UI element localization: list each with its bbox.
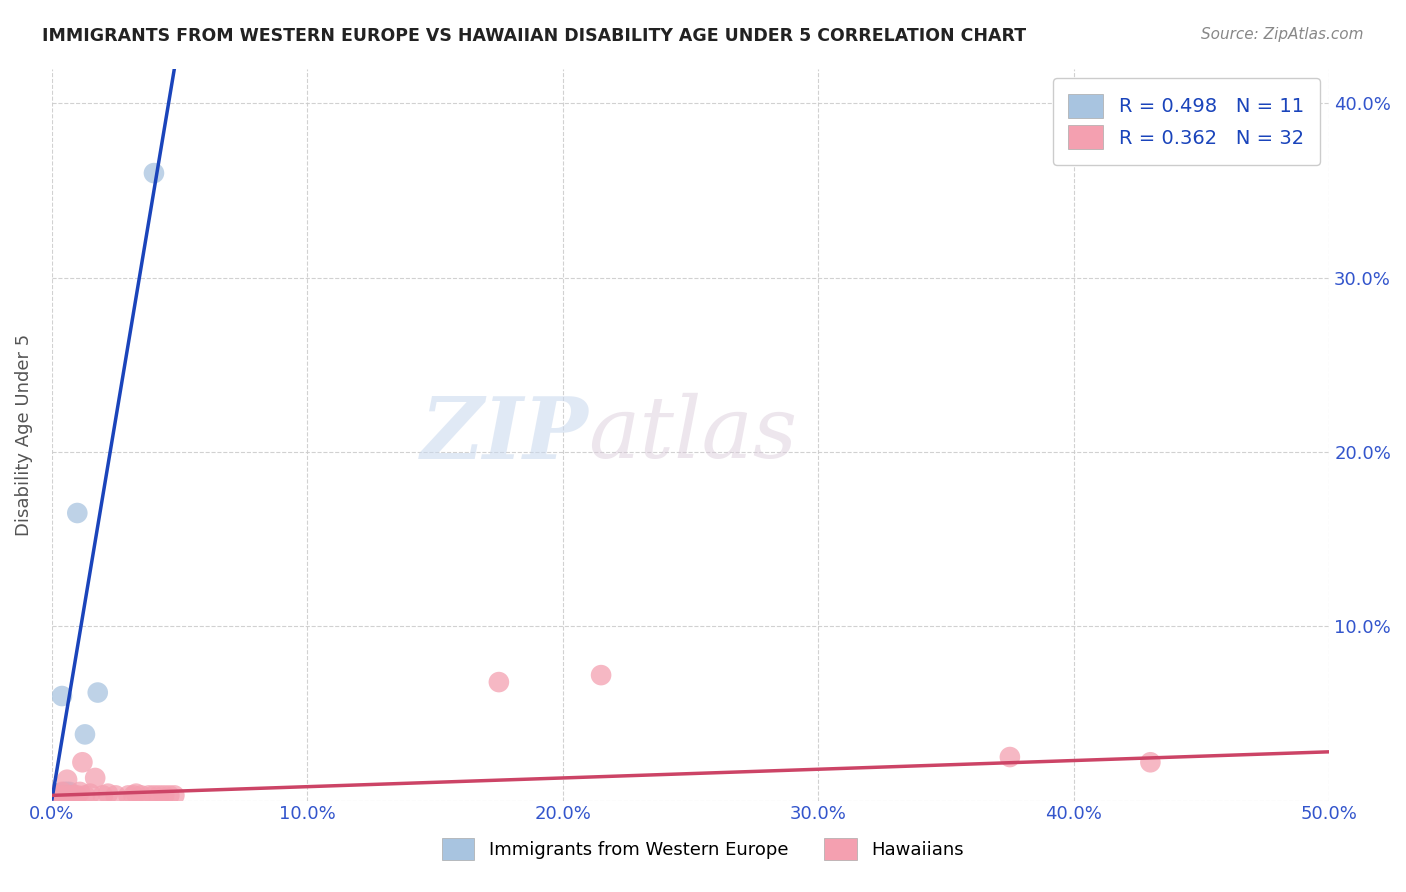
Point <box>998 750 1021 764</box>
Point <box>142 789 165 803</box>
Point <box>48 789 70 803</box>
Point <box>66 789 89 803</box>
Point <box>66 506 89 520</box>
Point <box>488 675 510 690</box>
Point <box>56 772 79 787</box>
Point <box>163 789 186 803</box>
Point <box>51 689 73 703</box>
Point <box>72 756 94 770</box>
Point <box>117 789 139 803</box>
Point <box>53 789 76 803</box>
Point <box>53 785 76 799</box>
Point <box>87 685 110 699</box>
Legend: Immigrants from Western Europe, Hawaiians: Immigrants from Western Europe, Hawaiian… <box>427 823 979 874</box>
Point <box>148 789 170 803</box>
Point <box>69 785 91 799</box>
Point <box>157 789 180 803</box>
Point <box>79 787 101 801</box>
Point <box>138 789 160 803</box>
Point <box>91 789 114 803</box>
Point <box>142 166 165 180</box>
Point <box>73 789 96 803</box>
Point <box>125 787 148 801</box>
Legend: R = 0.498   N = 11, R = 0.362   N = 32: R = 0.498 N = 11, R = 0.362 N = 32 <box>1053 78 1320 165</box>
Point <box>45 789 67 803</box>
Point <box>48 787 70 801</box>
Point <box>73 727 96 741</box>
Point <box>153 789 176 803</box>
Point <box>44 789 66 803</box>
Text: atlas: atlas <box>588 393 797 476</box>
Point <box>129 789 152 803</box>
Point <box>51 785 73 799</box>
Point <box>60 789 83 803</box>
Point <box>59 789 82 803</box>
Point <box>45 787 67 801</box>
Point <box>56 785 79 799</box>
Text: Source: ZipAtlas.com: Source: ZipAtlas.com <box>1201 27 1364 42</box>
Point <box>59 785 82 799</box>
Point <box>97 787 120 801</box>
Point <box>63 789 86 803</box>
Point <box>84 771 107 785</box>
Text: IMMIGRANTS FROM WESTERN EUROPE VS HAWAIIAN DISABILITY AGE UNDER 5 CORRELATION CH: IMMIGRANTS FROM WESTERN EUROPE VS HAWAII… <box>42 27 1026 45</box>
Point <box>104 789 127 803</box>
Point <box>1139 756 1161 770</box>
Point <box>591 668 613 682</box>
Point <box>44 787 66 801</box>
Point <box>122 789 145 803</box>
Y-axis label: Disability Age Under 5: Disability Age Under 5 <box>15 334 32 536</box>
Text: ZIP: ZIP <box>420 392 588 476</box>
